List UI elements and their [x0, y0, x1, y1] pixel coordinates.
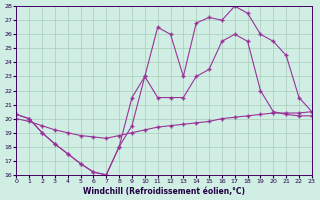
X-axis label: Windchill (Refroidissement éolien,°C): Windchill (Refroidissement éolien,°C)	[83, 187, 245, 196]
